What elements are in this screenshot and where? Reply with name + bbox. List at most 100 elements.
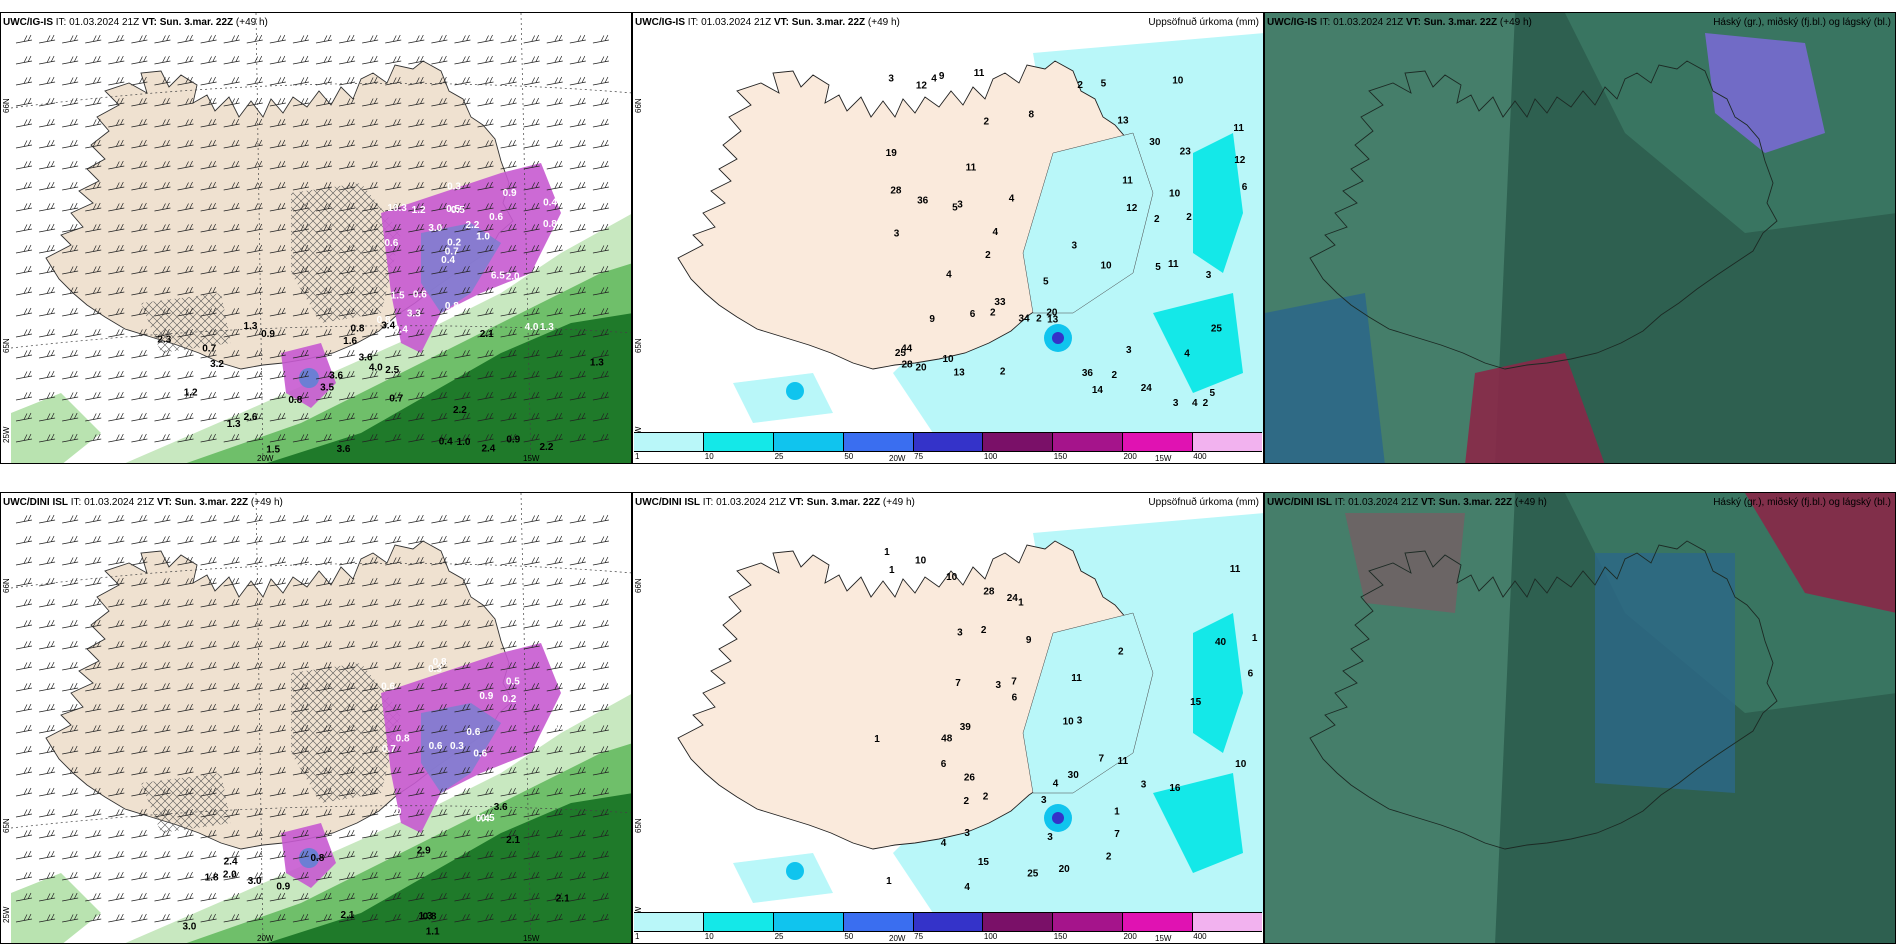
snow-label: 4.0 — [525, 322, 539, 333]
wind-barb — [39, 514, 56, 524]
wind-barb — [269, 871, 286, 881]
wind-barb — [362, 433, 379, 443]
wind-barb — [569, 118, 586, 128]
wind-barb — [39, 391, 56, 401]
precip-label: 24 — [1141, 383, 1153, 394]
wind-barb — [108, 724, 125, 734]
colorbar-swatch — [843, 913, 914, 931]
wind-barb — [223, 370, 240, 380]
wind-barb — [292, 514, 309, 524]
wind-barb — [592, 412, 609, 422]
wind-barb — [292, 370, 309, 380]
wind-barb — [431, 682, 448, 692]
precip-label: 7 — [1098, 754, 1104, 765]
wind-barb — [108, 619, 125, 629]
wind-barb — [385, 514, 402, 524]
precip-label: 3 — [1206, 270, 1212, 281]
wind-barb — [408, 724, 425, 734]
precip-level-10 — [1193, 133, 1243, 273]
precip-label: 12 — [1234, 155, 1246, 166]
wind-barb — [131, 160, 148, 170]
wind-barb — [592, 433, 609, 443]
wind-barb — [15, 829, 33, 839]
wind-barb — [500, 661, 517, 671]
panel-title: UWC/DINI ISL IT: 01.03.2024 21Z VT: Sun.… — [1267, 497, 1547, 508]
wind-barb — [62, 724, 79, 734]
wind-barb — [408, 223, 425, 233]
wind-barb — [546, 829, 563, 839]
wind-barb — [339, 766, 356, 776]
wind-barb — [269, 412, 286, 422]
wind-barb — [223, 349, 240, 359]
wind-barb — [292, 160, 309, 170]
wind-barb — [15, 577, 33, 587]
wind-barb — [500, 829, 517, 839]
wind-barb — [200, 724, 217, 734]
snow-label: 0.6 — [489, 212, 503, 223]
wind-barb — [546, 412, 563, 422]
wind-barb — [269, 913, 286, 923]
wind-barb — [39, 349, 56, 359]
wind-barb — [592, 97, 609, 107]
wind-barb — [385, 619, 402, 629]
wind-barb — [500, 97, 517, 107]
wind-barb — [15, 682, 33, 692]
cloud-high — [1705, 33, 1825, 153]
wind-barb — [569, 556, 586, 566]
wind-barb — [315, 619, 333, 629]
wind-barb — [339, 535, 356, 545]
wind-barb — [592, 577, 609, 587]
wind-barb — [269, 577, 286, 587]
snow-label: 1.3 — [243, 321, 257, 332]
colorbar-swatch — [983, 913, 1054, 931]
wind-barb — [292, 118, 309, 128]
snow-label: 0.4 — [555, 722, 569, 733]
wind-barb — [62, 307, 79, 317]
wind-barb — [269, 34, 286, 44]
wind-barb — [154, 724, 171, 734]
wind-barb — [39, 766, 56, 776]
wind-barb — [385, 892, 402, 902]
wind-barb — [131, 202, 148, 212]
wind-barb — [154, 181, 171, 191]
wind-barb — [200, 556, 217, 566]
wind-barb — [154, 829, 171, 839]
longitude-line — [520, 493, 532, 943]
wind-barb — [62, 514, 79, 524]
precip-label: 11 — [1168, 259, 1179, 270]
wind-barb — [408, 829, 425, 839]
wind-barb — [292, 349, 309, 359]
wind-barb — [523, 892, 540, 902]
wind-barb — [108, 118, 125, 128]
precip-label: 39 — [960, 722, 972, 733]
wind-barb — [200, 55, 217, 65]
wind-barb — [500, 223, 517, 233]
wind-barb — [85, 640, 102, 650]
wind-barb — [454, 682, 471, 692]
wind-barb — [477, 808, 494, 818]
precip-label: 26 — [964, 772, 976, 783]
wind-barb — [362, 181, 379, 191]
wind-barb — [408, 160, 425, 170]
wind-barb — [315, 34, 333, 44]
wind-barb — [200, 223, 217, 233]
graticule — [10, 493, 631, 943]
snow-label: 0.6 — [466, 727, 480, 738]
wind-barb — [269, 514, 286, 524]
wind-barb — [385, 745, 402, 755]
wind-barb — [108, 892, 125, 902]
wind-barb — [408, 349, 425, 359]
wind-barb — [523, 640, 540, 650]
wind-barb — [454, 76, 471, 86]
snow-label: 3.0 — [428, 223, 442, 234]
wind-barb — [500, 808, 517, 818]
precip-label: 13 — [1047, 315, 1059, 326]
wind-barb — [523, 265, 540, 275]
wind-barb — [200, 808, 217, 818]
wind-barb — [454, 433, 471, 443]
wind-barb — [15, 535, 33, 545]
axis-label: 66N — [2, 578, 11, 593]
wind-barb — [592, 349, 609, 359]
wind-barb — [62, 661, 79, 671]
wind-barb — [292, 139, 309, 149]
